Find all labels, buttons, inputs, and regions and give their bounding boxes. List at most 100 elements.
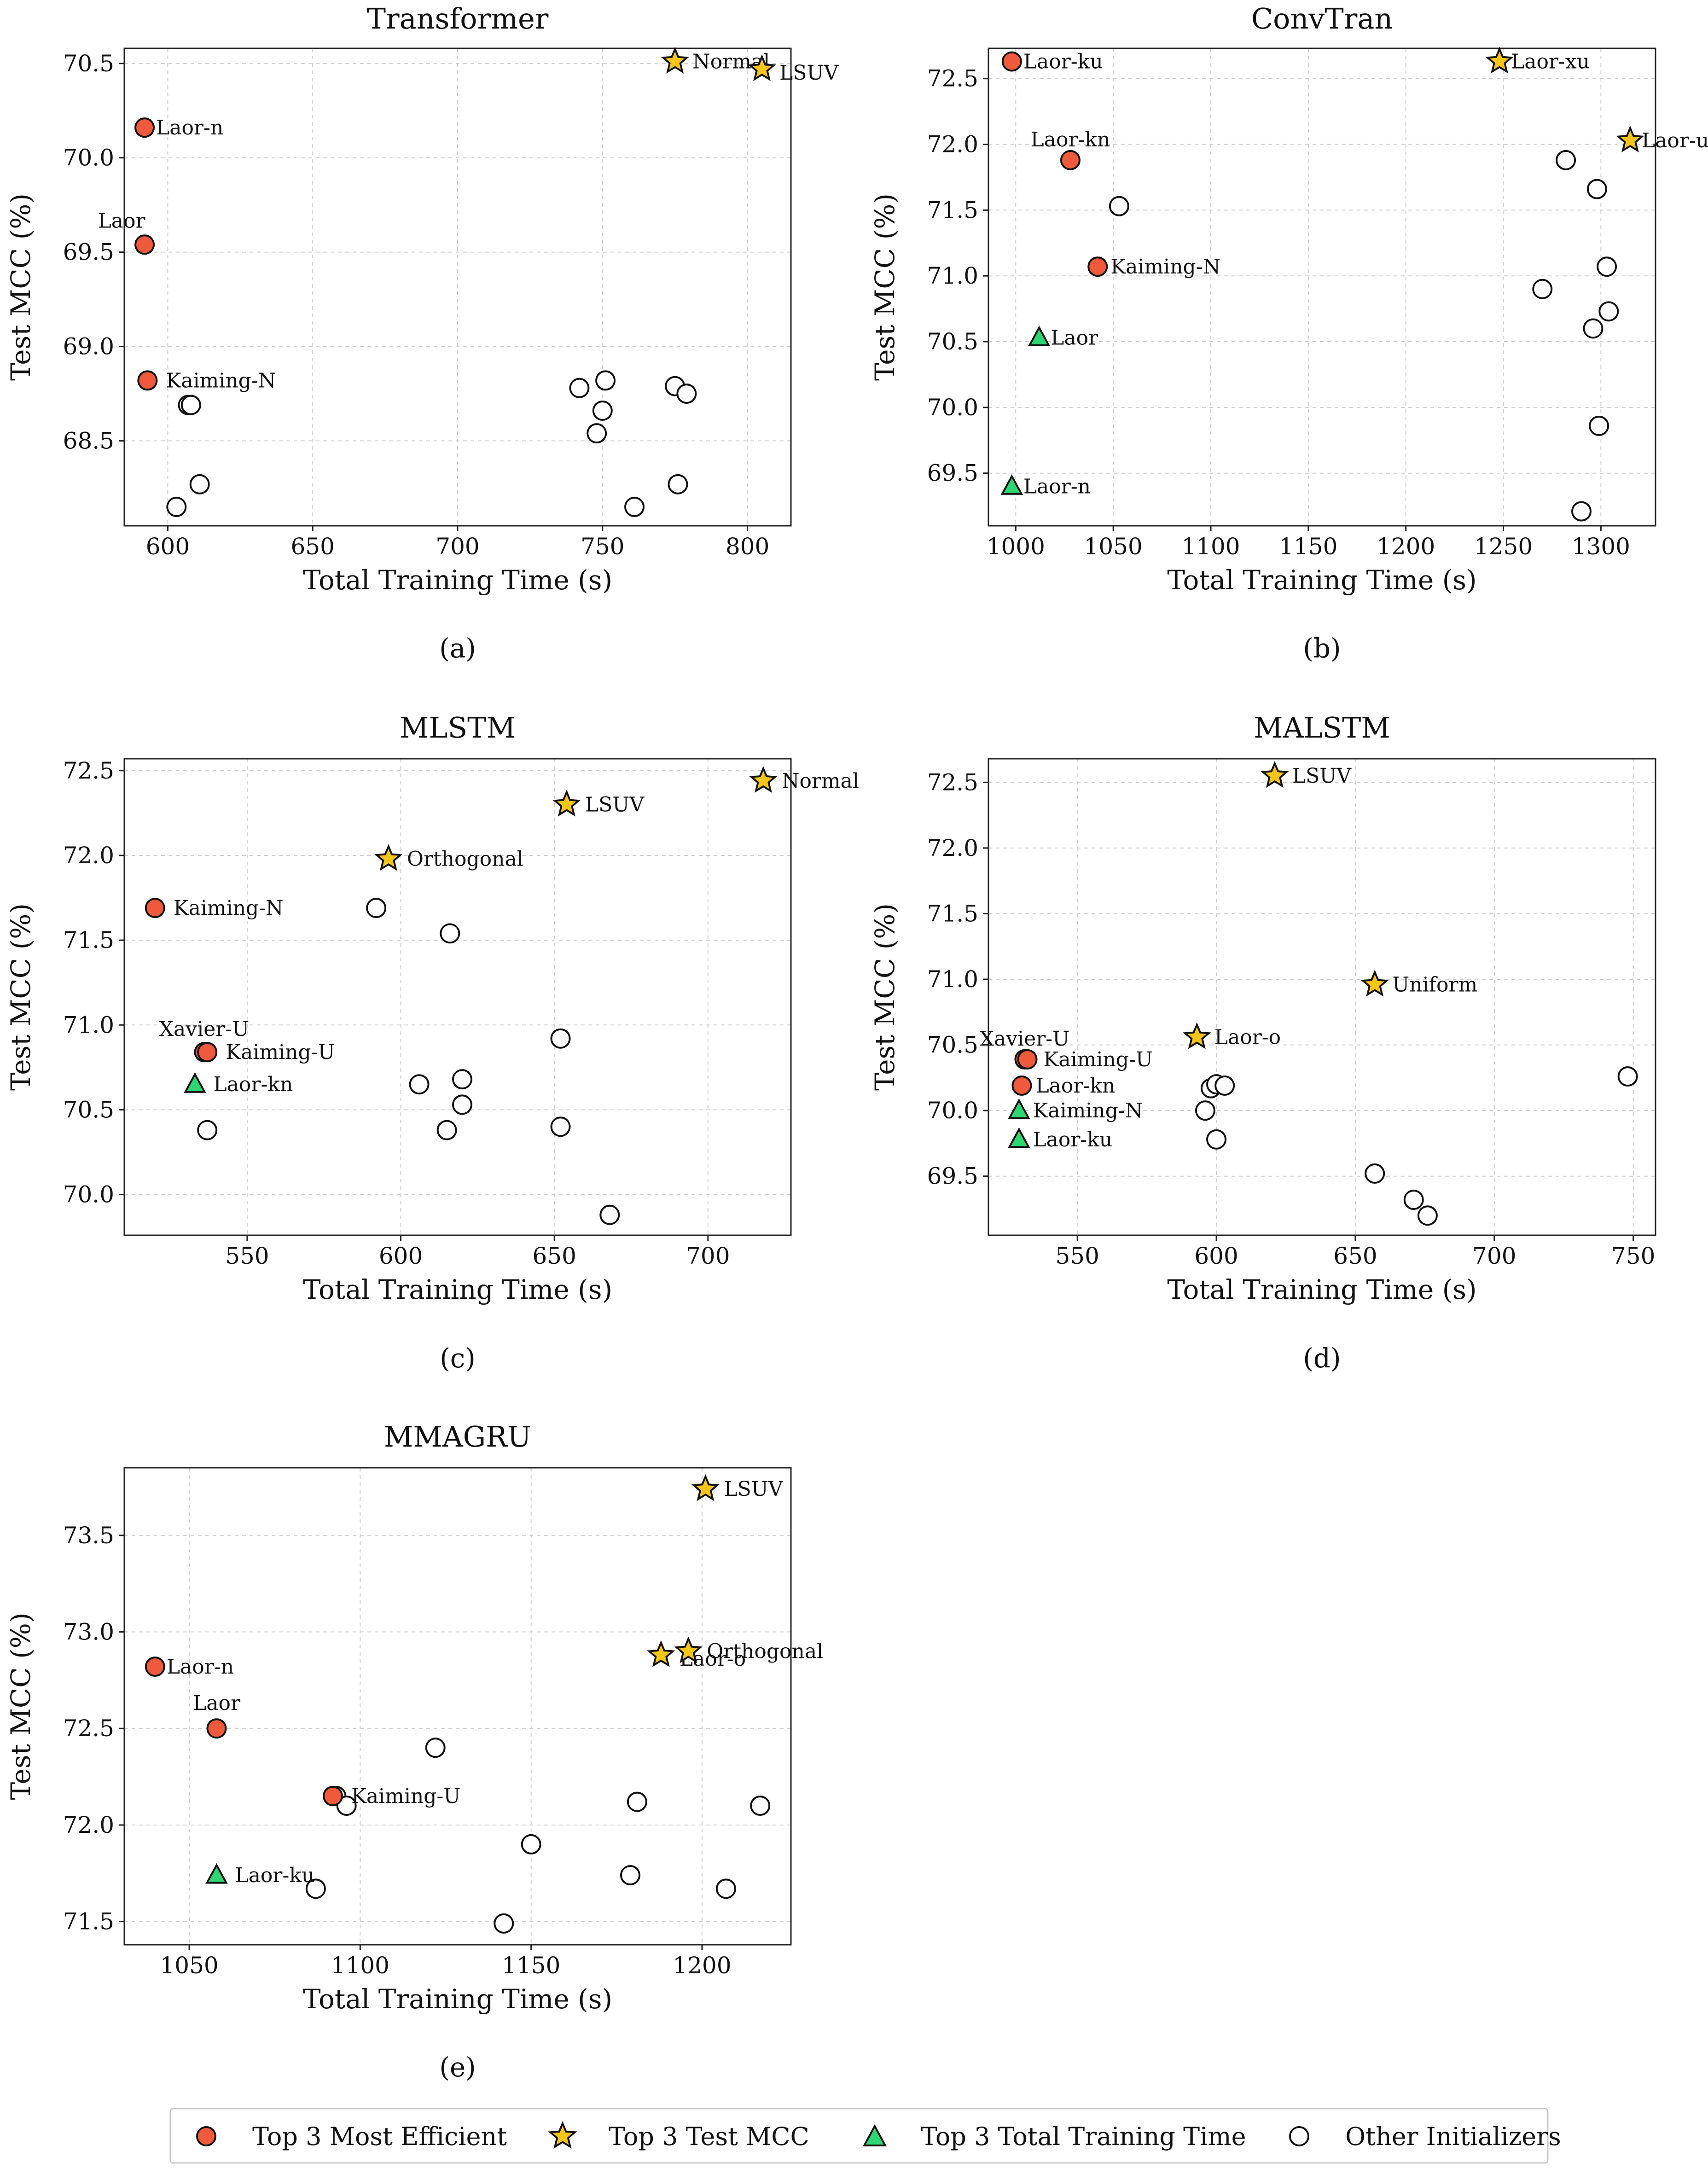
point-label: LSUV bbox=[779, 61, 839, 85]
chart-title: MLSTM bbox=[400, 711, 516, 744]
point-label: Xavier-U bbox=[980, 1027, 1070, 1051]
point-circle-other bbox=[1403, 1190, 1424, 1210]
point-circle-other bbox=[1532, 279, 1553, 299]
x-tick-label: 700 bbox=[686, 1243, 730, 1269]
point-label: LSUV bbox=[724, 1477, 783, 1501]
legend-item-mcc: Top 3 Test MCC bbox=[548, 2121, 809, 2151]
x-tick-label: 1050 bbox=[1084, 533, 1143, 560]
y-tick-label: 72.5 bbox=[927, 65, 978, 92]
point-triangle bbox=[1008, 1098, 1030, 1119]
point-circle-other bbox=[1598, 301, 1619, 322]
y-axis-label: Test MCC (%) bbox=[869, 903, 900, 1091]
y-tick-label: 73.0 bbox=[63, 1619, 114, 1645]
panel-malstm: 550 600 650 700 750 69.5 70.0 70.5 71.0 71.5 72.0 7… bbox=[869, 711, 1656, 1374]
point-star bbox=[1261, 761, 1289, 788]
y-tick-label: 71.5 bbox=[63, 927, 114, 953]
point-circle-other bbox=[1195, 1100, 1215, 1121]
point-label: Laor-n bbox=[167, 1655, 234, 1679]
x-tick-label: 1000 bbox=[987, 533, 1045, 560]
point-circle-other bbox=[595, 370, 616, 391]
y-tick-label: 72.0 bbox=[63, 1812, 114, 1838]
legend-marker-star bbox=[548, 2121, 577, 2149]
point-circle-efficient bbox=[1087, 256, 1108, 277]
point-circle-other bbox=[1417, 1205, 1438, 1226]
point-star bbox=[661, 47, 689, 74]
point-circle-efficient bbox=[134, 234, 155, 255]
x-tick-label: 600 bbox=[146, 533, 190, 560]
point-circle-other bbox=[1109, 196, 1129, 216]
panel-mmagru: 1050 1100 1150 1200 71.5 72.0 72.5 73.0 73.5 MMAG… bbox=[5, 1420, 823, 2083]
point-circle-other bbox=[750, 1796, 771, 1816]
point-label: Laor-xu bbox=[1511, 50, 1590, 74]
point-star bbox=[674, 1636, 703, 1663]
plot-frame bbox=[123, 1467, 792, 1946]
x-axis-label: Total Training Time (s) bbox=[1167, 1274, 1476, 1305]
point-circle-other bbox=[599, 1204, 620, 1225]
plot-frame bbox=[988, 47, 1656, 527]
x-axis-label: Total Training Time (s) bbox=[303, 564, 612, 596]
legend-item-time: Top 3 Total Training Time bbox=[862, 2122, 1246, 2151]
y-tick-label: 70.0 bbox=[927, 394, 978, 421]
point-label: Laor-o bbox=[1214, 1025, 1281, 1049]
point-circle-efficient bbox=[1001, 51, 1022, 72]
point-label: Laor-u bbox=[1642, 129, 1708, 152]
y-tick-label: 70.5 bbox=[927, 1032, 978, 1058]
point-star bbox=[749, 766, 778, 793]
x-tick-label: 1200 bbox=[1377, 533, 1435, 560]
point-label: Laor-kn bbox=[1035, 1074, 1115, 1098]
point-star bbox=[748, 54, 776, 81]
legend-marker-circle-red bbox=[196, 2126, 216, 2146]
point-label: Laor-kn bbox=[1031, 128, 1110, 151]
y-tick-label: 68.5 bbox=[63, 428, 114, 454]
subfigure-label: (e) bbox=[439, 2052, 476, 2083]
y-tick-label: 71.5 bbox=[63, 1908, 114, 1935]
chart-title: Transformer bbox=[367, 2, 549, 35]
point-circle-other bbox=[1586, 179, 1607, 199]
x-tick-label: 1100 bbox=[331, 1952, 389, 1979]
y-tick-label: 72.5 bbox=[927, 769, 978, 796]
point-label: Laor-n bbox=[1023, 475, 1091, 498]
x-tick-label: 650 bbox=[532, 1243, 576, 1269]
x-axis-label: Total Training Time (s) bbox=[303, 1983, 612, 2015]
y-tick-label: 71.0 bbox=[927, 262, 978, 289]
plot-frame bbox=[988, 758, 1656, 1236]
x-tick-label: 750 bbox=[1611, 1243, 1655, 1269]
point-label: Laor-ku bbox=[235, 1864, 314, 1887]
legend-frame bbox=[169, 2108, 1549, 2164]
subfigure-label: (b) bbox=[1303, 633, 1341, 664]
point-label: Normal bbox=[782, 769, 859, 793]
point-circle-other bbox=[425, 1738, 446, 1758]
subfigure-label: (d) bbox=[1303, 1343, 1341, 1374]
chart-title: MALSTM bbox=[1254, 711, 1390, 744]
y-axis-label: Test MCC (%) bbox=[869, 193, 900, 381]
point-circle-efficient bbox=[137, 370, 158, 391]
point-circle-other bbox=[627, 1791, 647, 1812]
point-circle-other bbox=[1589, 415, 1609, 436]
y-axis-label: Test MCC (%) bbox=[5, 193, 36, 381]
y-tick-label: 73.5 bbox=[63, 1522, 114, 1549]
legend-item-other: Other Initializers bbox=[1289, 2122, 1561, 2151]
point-circle-other bbox=[550, 1116, 571, 1137]
x-tick-label: 1300 bbox=[1572, 533, 1630, 560]
y-tick-label: 70.5 bbox=[63, 1096, 114, 1123]
point-label: Xavier-U bbox=[159, 1017, 250, 1041]
point-triangle bbox=[1028, 326, 1051, 346]
point-circle-other bbox=[166, 497, 187, 517]
y-tick-label: 69.0 bbox=[63, 333, 114, 360]
point-circle-other bbox=[1571, 501, 1592, 522]
x-tick-label: 600 bbox=[1194, 1243, 1238, 1269]
point-circle-other bbox=[715, 1878, 736, 1899]
point-circle-other bbox=[521, 1834, 541, 1854]
x-tick-label: 700 bbox=[436, 533, 479, 560]
y-axis-label: Test MCC (%) bbox=[5, 1613, 36, 1800]
y-tick-label: 70.5 bbox=[927, 328, 978, 355]
point-triangle bbox=[1008, 1127, 1030, 1148]
legend-label: Top 3 Total Training Time bbox=[921, 2122, 1246, 2151]
point-circle-other bbox=[1365, 1163, 1385, 1184]
y-tick-label: 69.5 bbox=[927, 460, 978, 487]
x-tick-label: 1150 bbox=[502, 1952, 560, 1979]
point-triangle bbox=[1000, 474, 1023, 495]
point-star bbox=[647, 1640, 675, 1667]
point-circle-efficient bbox=[1011, 1075, 1032, 1096]
